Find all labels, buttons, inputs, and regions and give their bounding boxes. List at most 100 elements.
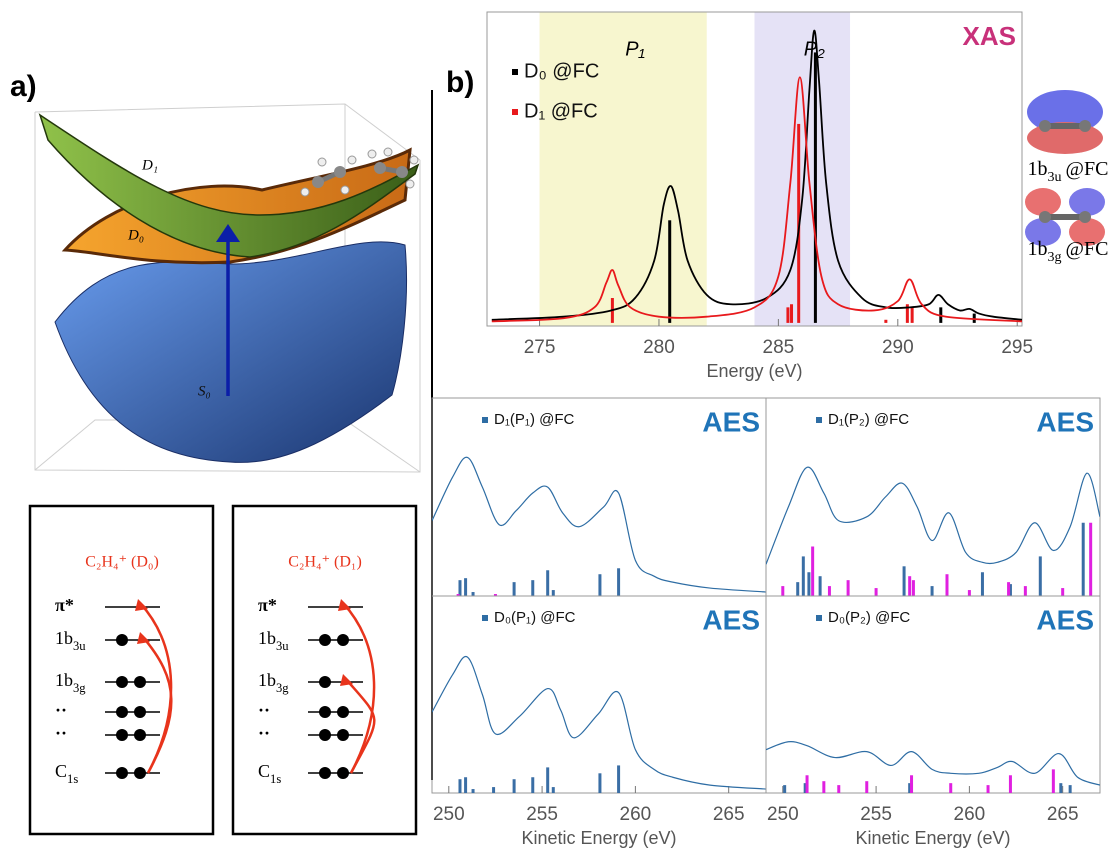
stick [847, 580, 850, 596]
level-label: ·· [258, 700, 270, 720]
level-label-base: ·· [55, 723, 67, 743]
x-tick-label: 285 [763, 337, 795, 358]
stick [949, 783, 952, 793]
x-tick-label: 280 [643, 337, 675, 358]
x-tick-label: 265 [1047, 804, 1079, 825]
level-label-base: ·· [258, 723, 270, 743]
stick [987, 785, 990, 793]
legend-swatch [816, 417, 822, 423]
stick [968, 590, 971, 596]
stick [1061, 588, 1064, 596]
arrow-head [135, 599, 148, 611]
stick [910, 775, 913, 793]
legend-label: D₁(P₂) @FC [828, 411, 909, 428]
stick [1052, 769, 1055, 793]
level-label: 1b3g [55, 670, 86, 695]
stick [802, 556, 805, 596]
electron [337, 634, 349, 646]
stick [464, 777, 467, 793]
legend-swatch [816, 615, 822, 621]
level-label-sub: 3u [276, 639, 289, 653]
level-label: ·· [258, 723, 270, 743]
x-tick-label: 265 [713, 804, 745, 825]
chart-title: XAS [963, 21, 1016, 51]
level-label: C1s [258, 761, 281, 786]
stick [1089, 523, 1092, 596]
legend-label: D₁ @FC [524, 100, 598, 122]
stick [472, 789, 475, 793]
level-label-base: π* [55, 595, 74, 615]
excitation-arrow [343, 603, 374, 773]
x-tick-label: 250 [433, 804, 465, 825]
orbital-label-sub: 3g [1048, 250, 1062, 265]
stick [598, 574, 601, 596]
stick [492, 787, 495, 793]
arrow-head [340, 674, 353, 686]
level-label-sub: 1s [67, 772, 78, 786]
level-label: ·· [55, 700, 67, 720]
stick [903, 566, 906, 596]
level-label-sub: 1s [270, 772, 281, 786]
electron [134, 676, 146, 688]
surface-label: D₁ [141, 157, 158, 173]
orbital-label-sub: 3u [1048, 170, 1062, 185]
surface-label: D₀ [127, 227, 144, 243]
level-label: 1b3u [258, 628, 289, 653]
spectrum-line [766, 742, 1100, 785]
stick [552, 787, 555, 793]
stick [513, 582, 516, 596]
figure: a) b) D₁ D₀ S₀ 1b3u@FC1b3g@FCC₂H₄⁺ (D₀)π… [0, 0, 1117, 854]
chart-title: AES [702, 406, 760, 437]
stick [783, 785, 786, 793]
stick [1024, 586, 1027, 596]
stick [546, 767, 549, 793]
electron [116, 676, 128, 688]
legend-swatch [482, 615, 488, 621]
level-label: π* [55, 595, 74, 615]
stick [814, 52, 817, 322]
stick [781, 586, 784, 596]
stick [811, 547, 814, 597]
legend-swatch [482, 417, 488, 423]
orbital-label-base: 1b [1028, 158, 1048, 180]
legend-swatch [512, 69, 518, 75]
chart-title: AES [702, 604, 760, 635]
stick [531, 777, 534, 793]
level-label: C1s [55, 761, 78, 786]
stick [617, 765, 620, 793]
x-tick-label: 290 [882, 337, 914, 358]
x-tick-label: 260 [954, 804, 986, 825]
stick [828, 586, 831, 596]
stick [796, 582, 799, 596]
electron [319, 729, 331, 741]
orbital-label-suffix: @FC [1066, 238, 1109, 260]
level-label-base: 1b [55, 670, 73, 690]
arrow-head [137, 632, 150, 644]
region-label: P₁ [625, 38, 645, 60]
chart-title: AES [1036, 604, 1094, 635]
level-label-sub: 3g [73, 681, 86, 695]
electron [134, 729, 146, 741]
stick [837, 785, 840, 793]
electron [116, 706, 128, 718]
level-label-base: C [258, 761, 270, 781]
stick [598, 773, 601, 793]
level-label-sub: 3u [73, 639, 86, 653]
stick [1082, 523, 1085, 596]
stick [458, 580, 461, 596]
level-label-base: 1b [258, 628, 276, 648]
stick [807, 572, 810, 596]
stick [1009, 775, 1012, 793]
stick [546, 570, 549, 596]
surface-label: S₀ [198, 383, 211, 399]
spectrum-line [432, 457, 766, 592]
stick [464, 578, 467, 596]
orbital-label: 1b3g@FC [1028, 238, 1109, 265]
electron [337, 706, 349, 718]
level-label-base: ·· [258, 700, 270, 720]
electron [116, 634, 128, 646]
orbital-label: 1b3u@FC [1028, 158, 1109, 185]
spectrum-line [766, 467, 1100, 564]
level-label: π* [258, 595, 277, 615]
electron [319, 676, 331, 688]
